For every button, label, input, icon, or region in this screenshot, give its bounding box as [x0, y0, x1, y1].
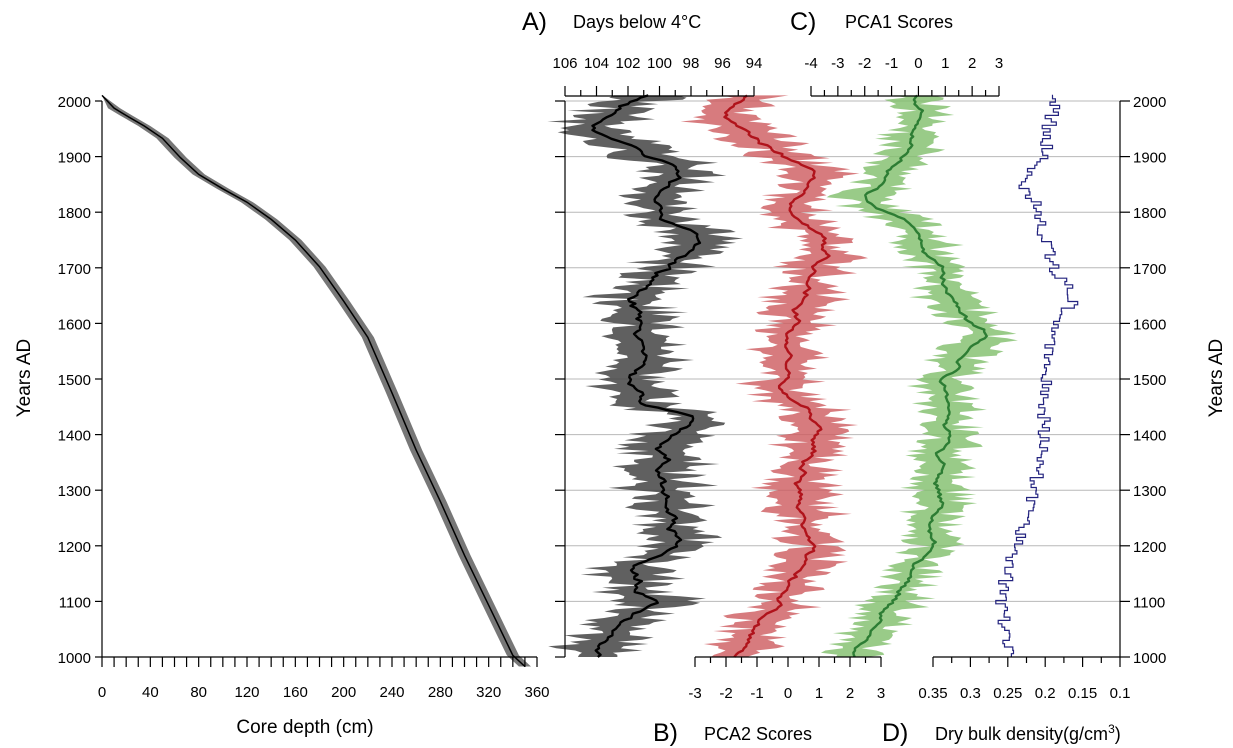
left-y-tick-label: 1400 [58, 428, 91, 445]
panel-tick-label: 0.2 [1035, 685, 1056, 702]
axis-pca1: -4 -3 -2 -1 0 1 2 3 [804, 55, 1003, 97]
left-y-ticks: 1000 1100 1200 1300 1400 1500 1600 1700 1800 1900… [58, 94, 102, 667]
left-x-tick-label: 200 [331, 684, 356, 701]
panel-tick-label: 104 [584, 55, 609, 72]
panel-tick-label: 102 [615, 55, 640, 72]
panel-tick-label: -4 [804, 55, 817, 72]
days-below-4c-line [591, 94, 702, 658]
age-depth-line [101, 94, 526, 668]
left-y-tick-label: 1100 [59, 594, 91, 611]
panel-d-title-end: ) [1115, 724, 1121, 744]
left-y-tick-label: 1600 [58, 316, 91, 333]
pca1-line [852, 94, 988, 658]
panel-d-label: D) [882, 719, 908, 747]
series-area [547, 94, 1079, 658]
frame-year-ticks [555, 100, 1130, 658]
age-depth-uncertainty-band [102, 95, 531, 667]
panel-tick-label: 2 [968, 55, 976, 72]
panel-tick-label: 106 [552, 55, 577, 72]
right-y-tick-label: 1600 [1133, 316, 1166, 333]
panel-d-title-sup: 3 [1108, 722, 1115, 736]
panel-tick-label: 96 [714, 55, 731, 72]
panel-a-label: A) [522, 8, 547, 36]
proxy-stack-chart: 1000110012001300140015001600170018001900… [522, 8, 1227, 747]
panel-tick-label: 98 [683, 55, 700, 72]
panel-tick-label: 94 [746, 55, 763, 72]
panel-tick-label: 3 [995, 55, 1003, 72]
pca2-uncertainty-band [680, 95, 869, 657]
panel-tick-label: -3 [831, 55, 844, 72]
right-year-labels: 1000 1100 1200 1300 1400 1500 1600 1700 1800 1900… [1133, 94, 1166, 667]
right-y-tick-label: 1900 [1133, 150, 1166, 167]
panel-c-label: C) [790, 8, 816, 36]
left-y-axis-title: Years AD [14, 339, 35, 418]
panel-tick-label: -1 [750, 685, 763, 702]
left-x-ticks: 0 40 80 120 160 200 240 280 320 360 [98, 657, 550, 701]
left-x-tick-label: 320 [476, 684, 501, 701]
left-x-tick-label: 0 [98, 684, 106, 701]
panel-tick-label: 0.3 [960, 685, 981, 702]
panel-tick-label: -2 [858, 55, 871, 72]
left-x-tick-label: 160 [283, 684, 308, 701]
left-y-tick-label: 1300 [58, 483, 91, 500]
pca1-uncertainty-band [820, 95, 1018, 657]
left-x-tick-label: 120 [234, 684, 259, 701]
right-y-tick-label: 1300 [1133, 483, 1166, 500]
left-y-tick-label: 1900 [58, 150, 91, 167]
panel-tick-label: 2 [846, 685, 854, 702]
dry-bulk-density-line [995, 94, 1079, 657]
panel-tick-label: 0.1 [1110, 685, 1131, 702]
panel-a-title: Days below 4°C [573, 12, 701, 32]
axis-dry-bulk-density: 0.35 0.3 0.25 0.2 0.15 0.1 [918, 656, 1131, 702]
age-depth-plot [101, 94, 531, 668]
panel-tick-label: 0 [784, 685, 792, 702]
panel-c-title: PCA1 Scores [845, 12, 953, 32]
panel-tick-label: 0 [914, 55, 922, 72]
left-y-tick-label: 1700 [58, 261, 91, 278]
left-x-tick-label: 360 [524, 684, 549, 701]
right-y-tick-label: 1700 [1133, 261, 1166, 278]
left-x-tick-label: 240 [379, 684, 404, 701]
left-x-tick-label: 40 [142, 684, 159, 701]
right-y-tick-label: 1800 [1133, 205, 1166, 222]
right-y-tick-label: 1200 [1133, 539, 1166, 556]
panel-tick-label: 1 [815, 685, 823, 702]
right-y-tick-label: 1100 [1133, 594, 1165, 611]
panel-tick-label: 0.35 [918, 685, 947, 702]
right-y-tick-label: 1400 [1133, 428, 1166, 445]
left-y-tick-label: 1000 [58, 650, 91, 667]
right-y-axis-title: Years AD [1206, 339, 1227, 418]
panel-tick-label: -2 [719, 685, 732, 702]
left-y-tick-label: 1800 [58, 205, 91, 222]
left-x-tick-label: 280 [428, 684, 453, 701]
right-y-tick-label: 2000 [1133, 94, 1166, 111]
panel-tick-label: -3 [688, 685, 701, 702]
panel-tick-label: 3 [877, 685, 885, 702]
left-y-tick-label: 1200 [58, 539, 91, 556]
left-y-tick-label: 1500 [58, 372, 91, 389]
right-y-tick-label: 1000 [1133, 650, 1166, 667]
pca2-line [723, 94, 831, 658]
left-y-tick-label: 2000 [58, 94, 91, 111]
panel-b-label: B) [653, 719, 678, 747]
panel-b-title: PCA2 Scores [704, 724, 812, 744]
age-depth-chart: 1000110012001300140015001600170018001900… [14, 94, 550, 738]
axis-days-below-4c: 106 104 102 100 98 96 94 [552, 55, 763, 97]
panel-d-title: Dry bulk density(g/cm3) [935, 722, 1121, 744]
panel-d-title-main: Dry bulk density(g/cm [935, 724, 1108, 744]
left-x-axis-title: Core depth (cm) [236, 717, 373, 738]
panel-tick-label: -1 [885, 55, 898, 72]
left-x-tick-label: 80 [190, 684, 207, 701]
panel-tick-label: 0.15 [1068, 685, 1097, 702]
panel-tick-label: 100 [647, 55, 672, 72]
axis-pca2: -3 -2 -1 0 1 2 3 [688, 656, 885, 702]
days-below-4c-uncertainty-band [547, 95, 744, 657]
panel-tick-label: 0.25 [993, 685, 1022, 702]
right-y-tick-label: 1500 [1133, 372, 1166, 389]
panel-tick-label: 1 [941, 55, 949, 72]
